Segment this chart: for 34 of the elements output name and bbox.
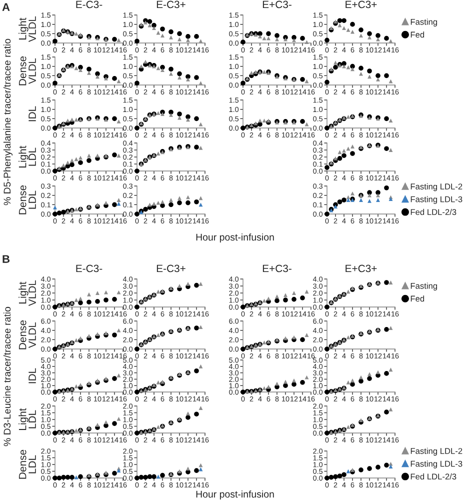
y-axis-title: Light LDL <box>18 146 36 168</box>
chart-title: E+C3- <box>262 264 292 272</box>
legend-label: Fasting <box>410 18 438 26</box>
chart-title: E-C3- <box>76 0 102 8</box>
legend-label: Fasting LDL-3 <box>410 196 462 204</box>
text: B <box>2 255 10 263</box>
text: Fasting <box>410 282 438 290</box>
y-axis-title: Dense VLDL <box>18 320 36 350</box>
legend-label: Fasting LDL-2 <box>410 183 462 192</box>
text: A <box>2 3 10 11</box>
y-axis-title: IDL <box>28 106 36 122</box>
legend-label: Fed LDL-2/3 <box>410 473 456 480</box>
y-axis-title: Light VLDL <box>18 16 36 42</box>
text: Hour post-infusion <box>196 490 274 500</box>
y-axis-title: Dense VLDL <box>18 56 36 86</box>
y-axis-title: IDL <box>28 368 36 384</box>
chart-title: E+C3- <box>262 0 292 8</box>
chart-title: E-C3- <box>76 264 102 272</box>
chart-title: E-C3+ <box>156 264 186 272</box>
y-axis-title: Dense LDL <box>18 450 36 479</box>
y-axis-title: Dense LDL <box>18 185 36 214</box>
chart-title: E+C3+ <box>346 264 377 272</box>
text: Hour post-infusion <box>196 233 274 243</box>
chart-title: E+C3+ <box>346 0 377 8</box>
text: % D5-Phenylalanine tracer/tracee ratio <box>3 38 13 206</box>
y-axis-title: Light LDL <box>18 408 36 430</box>
y-axis-title: Light VLDL <box>18 280 36 306</box>
text: Fed <box>410 296 424 302</box>
legend-label: Fed LDL-2/3 <box>410 208 456 216</box>
text: % D3-Leucine tracer/tracee ratio <box>3 306 11 446</box>
legend-label: Fed <box>410 32 424 38</box>
legend-label: Fasting LDL-3 <box>410 460 462 468</box>
legend-label: Fasting LDL-2 <box>410 448 462 456</box>
chart-title: E-C3+ <box>156 0 186 8</box>
